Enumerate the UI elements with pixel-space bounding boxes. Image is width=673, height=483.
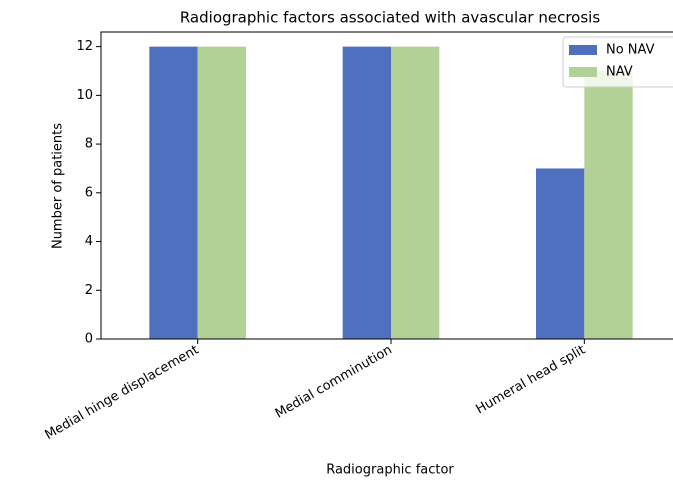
y-tick-label: 0 [85,332,93,347]
chart-title: Radiographic factors associated with ava… [180,9,600,27]
legend: No NAV NAV [562,36,673,88]
legend-swatch [569,45,597,55]
y-tick-label: 2 [85,283,93,298]
y-axis-label: Number of patients [51,123,66,249]
axes [100,31,673,340]
bar [584,70,633,339]
legend-label: No NAV [606,43,655,58]
x-tick-label: Medial hinge displacement [42,343,201,443]
y-tick-label: 8 [85,137,93,152]
bar [342,46,391,339]
legend-swatch [569,67,597,77]
x-tick-label: Medial comminution [273,343,395,422]
y-tick-label: 4 [85,234,93,249]
y-tick-label: 6 [85,185,93,200]
bar [149,46,198,339]
bar [391,46,440,339]
y-tick-label: 12 [76,39,93,54]
legend-label: NAV [606,65,633,80]
bar [536,168,585,339]
y-tick-label: 10 [76,88,93,103]
x-tick-label: Humeral head split [473,343,588,418]
x-axis-label: Radiographic factor [326,463,454,478]
bar [197,46,246,339]
